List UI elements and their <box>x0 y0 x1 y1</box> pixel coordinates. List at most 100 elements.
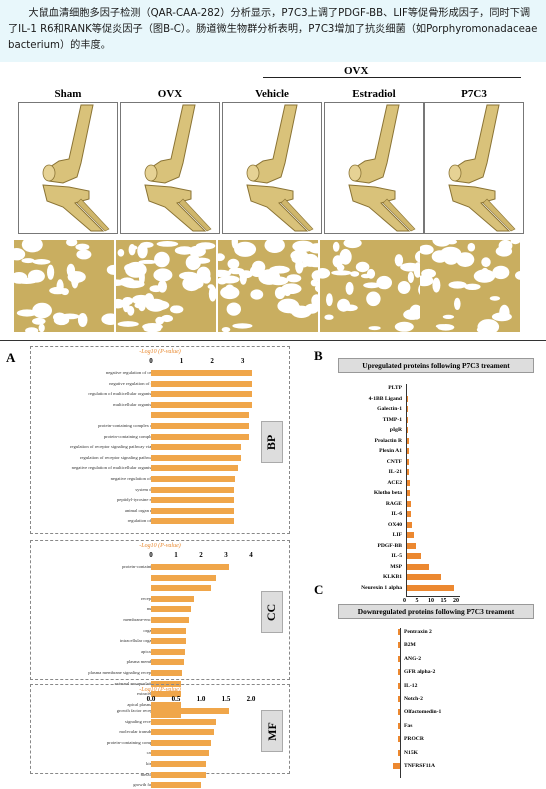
protein-row: B2M <box>0 641 546 649</box>
ovx-group-label: OVX <box>344 65 369 77</box>
protein-bar <box>406 427 409 433</box>
trabecular-structure <box>116 240 216 332</box>
protein-bar <box>398 736 400 743</box>
protein-label: IL-12 <box>404 682 418 689</box>
protein-label: KLKB1 <box>383 574 402 580</box>
figure-caption: 大鼠血清细胞多因子检测（QAR-CAA-282）分析显示，P7C3上调了PDGF… <box>0 0 546 62</box>
go-term-bar <box>151 497 234 504</box>
go-term-label: intracellular organelle lumen <box>120 638 173 644</box>
panel-b-title: Upregulated proteins following P7C3 trea… <box>338 358 534 373</box>
go-tick-label: 1.0 <box>196 695 206 703</box>
go-term-bar <box>151 750 209 757</box>
knee-bone-drawing <box>246 104 314 232</box>
go-tick-label: 4 <box>249 551 253 559</box>
panel-b-tick-label: 5 <box>415 598 419 604</box>
protein-row: ACE2 <box>0 479 546 487</box>
go-term-bar <box>151 507 234 514</box>
go-category-label: CC <box>264 603 279 621</box>
go-term-row: signaling receptor activity <box>31 718 289 726</box>
group-label: OVX <box>157 88 183 100</box>
go-category-bp: BP <box>261 421 283 463</box>
xray-image <box>424 102 524 234</box>
go-term-row: gliogenesis <box>31 411 289 419</box>
go-term-bar <box>151 708 229 714</box>
go-term-label: negative regulation of cell migration <box>105 370 173 375</box>
go-term-row: cation binding <box>31 749 289 757</box>
xray-image <box>18 102 118 234</box>
go-term-row: nuclear lumen <box>31 605 289 613</box>
protein-row: Fas <box>0 722 546 730</box>
protein-row: Galectin-1 <box>0 405 546 413</box>
go-term-label: membrane-enclosed lumen <box>123 617 173 622</box>
protein-label: PROCR <box>404 736 424 743</box>
protein-bar <box>398 669 400 676</box>
go-term-bar <box>151 761 206 767</box>
go-tick-label: 2.0 <box>246 695 256 703</box>
xray-image <box>120 102 220 234</box>
go-term-bar <box>151 454 242 461</box>
protein-row: PDGF-BB <box>0 542 546 550</box>
go-term-row: cytosol <box>31 584 289 592</box>
go-tick-label: 3 <box>224 551 228 559</box>
protein-label: TIMP-1 <box>382 416 402 423</box>
go-term-label: signaling receptor activity <box>125 718 173 724</box>
protein-label: CNTF <box>386 458 402 465</box>
go-term-label: regulation of receptor signaling pathway… <box>79 454 173 460</box>
go-tick-label: 1 <box>174 551 178 559</box>
trabecular-structure <box>218 240 318 332</box>
go-term-bar <box>151 638 186 645</box>
protein-row: IL-12 <box>0 682 546 690</box>
protein-row: Olfactomedin-1 <box>0 708 546 716</box>
protein-row: Klotho beta <box>0 489 546 497</box>
go-term-bar <box>151 680 181 687</box>
go-section-bp: -Log10 (P-value) 0 1 2 3 negative regulation … <box>30 346 290 534</box>
go-term-row: protein-containing complex assembly <box>31 433 289 441</box>
go-term-bar <box>151 771 206 778</box>
go-term-bar <box>151 670 183 676</box>
protein-bar <box>398 696 400 702</box>
go-term-bar <box>151 782 201 789</box>
go-term-bar <box>151 476 236 482</box>
go-axis-title: -Log10 (P-value) <box>139 687 181 693</box>
go-term-label: molecular transducer activity <box>119 729 173 735</box>
panel-b-tick-label: 10 <box>428 598 434 604</box>
protein-row: TIMP-1 <box>0 416 546 424</box>
go-term-bar <box>151 444 242 451</box>
go-term-bar <box>151 486 234 493</box>
protein-bar <box>406 574 441 580</box>
go-term-bar <box>151 595 194 602</box>
protein-row: GFR alpha-2 <box>0 668 546 676</box>
protein-label: PLTP <box>388 385 402 391</box>
protein-bar <box>406 511 412 517</box>
go-tick-label: 3 <box>240 357 245 365</box>
go-term-row: apical part of cell <box>31 648 289 656</box>
protein-row: KLKB1 <box>0 573 546 581</box>
trabecular-structure <box>14 240 114 332</box>
go-term-bar <box>151 739 211 746</box>
protein-row: ANG-2 <box>0 655 546 663</box>
go-term-row: peptidyl-tyrosine modification <box>31 496 289 504</box>
go-term-label: protein-containing complex assembly <box>103 433 173 439</box>
figure: OVX Sham OVX Vehicle Estradiol P7C3 A -Log10… <box>0 62 546 789</box>
go-term-row: metal ion binding <box>31 771 289 779</box>
protein-label: Galectin-1 <box>377 406 402 412</box>
go-term-row: negative regulation of cell motility <box>31 380 289 388</box>
protein-bar <box>398 655 400 662</box>
protein-bar <box>406 553 421 559</box>
panel-b-y-axis <box>406 384 407 596</box>
go-term-bar <box>151 423 249 429</box>
go-section-cc: -Log10 (P-value) 0 1 2 3 4 protein-containing … <box>30 540 290 719</box>
go-term-row: negative regulation of cell migration <box>31 369 289 377</box>
go-term-row: plasma membrane signaling receptor compl… <box>31 669 289 677</box>
go-term-row: regulation of receptor signaling pathway… <box>31 454 289 462</box>
go-term-row: multicellular organismal process <box>31 401 289 409</box>
protein-bar <box>398 682 400 689</box>
go-category-mf: MF <box>261 710 283 752</box>
go-term-row: animal organ regeneration <box>31 507 289 515</box>
protein-bar <box>406 416 408 423</box>
protein-bar <box>406 448 409 454</box>
protein-label: Klotho beta <box>373 490 402 496</box>
go-term-label: growth factor receptor binding <box>116 708 173 713</box>
go-term-row: cell surface <box>31 711 289 719</box>
protein-row: PLTP <box>0 384 546 392</box>
